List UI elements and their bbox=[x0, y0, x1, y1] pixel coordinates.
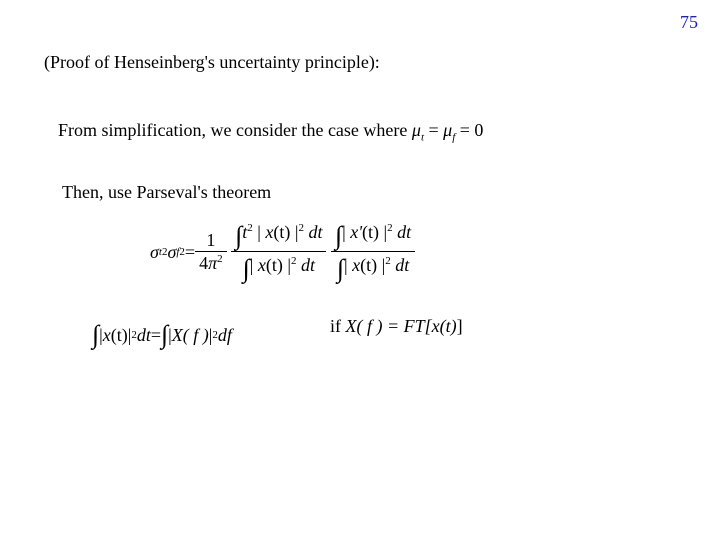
Xf-1: X bbox=[172, 325, 183, 346]
equation-sigma-product: σt2σf2 = 1 4π2 ∫t2 | x(t) |2 dt ∫| x(t) … bbox=[150, 220, 415, 284]
frac-a-den-4: 4 bbox=[199, 253, 208, 273]
frac-t2-integral: ∫t2 | x(t) |2 dt ∫| x(t) |2 dt bbox=[231, 220, 326, 284]
equation-parseval-condition: if X( f ) = FT[x(t)] bbox=[330, 316, 463, 337]
page-number: 75 bbox=[680, 12, 698, 33]
equation-parseval: ∫| x(t) |2 dt = ∫| X( f ) |2 df bbox=[92, 320, 232, 350]
xt-cond-paren: (t) bbox=[440, 316, 457, 336]
xt-3: (t) bbox=[362, 222, 379, 242]
x-2: x bbox=[258, 255, 266, 275]
sigma-f: σ bbox=[167, 242, 176, 263]
int-icon-6: ∫ bbox=[161, 320, 168, 350]
x-5: x bbox=[103, 325, 111, 346]
xprime: x' bbox=[350, 222, 362, 242]
frac-c-num: ∫| x'(t) |2 dt bbox=[331, 220, 415, 252]
frac-b-den: ∫| x(t) |2 dt bbox=[231, 252, 326, 284]
parseval-line: Then, use Parseval's theorem bbox=[62, 182, 271, 203]
eq-sep-1: = bbox=[424, 120, 443, 140]
abs-c-3: | bbox=[379, 222, 387, 242]
int-icon-5: ∫ bbox=[92, 320, 99, 350]
df-1: df bbox=[218, 325, 232, 346]
abs-c-2: | bbox=[283, 255, 291, 275]
simplification-pre: From simplification, we consider the cas… bbox=[58, 120, 412, 140]
abs-o-4: | bbox=[344, 255, 352, 275]
xt-5: (t) bbox=[111, 325, 128, 346]
dt-2: dt bbox=[296, 255, 315, 275]
frac-a-den: 4π2 bbox=[195, 252, 227, 275]
frac-a-den-pow: 2 bbox=[217, 253, 223, 265]
frac-one-over-4pi2: 1 4π2 bbox=[195, 230, 227, 275]
xt-cond: x bbox=[432, 316, 440, 336]
dt-3: dt bbox=[393, 222, 412, 242]
t-sq: 2 bbox=[247, 222, 253, 234]
dt-1: dt bbox=[304, 222, 323, 242]
frac-a-den-pi: π bbox=[208, 253, 217, 273]
proof-heading: (Proof of Henseinberg's uncertainty prin… bbox=[44, 52, 380, 73]
Xf-2: X bbox=[346, 316, 357, 336]
ft-close: ] bbox=[457, 316, 463, 336]
abs-o-3: | bbox=[342, 222, 350, 242]
int-icon-2: ∫ bbox=[243, 253, 250, 284]
x-4: x bbox=[352, 255, 360, 275]
paren-f-2: ( f ) bbox=[357, 316, 383, 336]
dt-4: dt bbox=[391, 255, 410, 275]
frac-a-num: 1 bbox=[195, 230, 227, 253]
eq1-equals: = bbox=[185, 242, 195, 263]
eq2-equals: = bbox=[151, 325, 161, 346]
mu-2: μ bbox=[443, 120, 452, 140]
xt-4: (t) bbox=[360, 255, 377, 275]
sigma-t: σ bbox=[150, 242, 159, 263]
frac-xprime-integral: ∫| x'(t) |2 dt ∫| x(t) |2 dt bbox=[331, 220, 415, 284]
proof-heading-text: (Proof of Henseinberg's uncertainty prin… bbox=[44, 52, 380, 72]
mu-1: μ bbox=[412, 120, 421, 140]
if-pre: if bbox=[330, 316, 346, 336]
paren-f-1: ( f ) bbox=[183, 325, 209, 346]
xt-2: (t) bbox=[266, 255, 283, 275]
simplification-line: From simplification, we consider the cas… bbox=[58, 120, 483, 144]
dt-5: dt bbox=[137, 325, 151, 346]
frac-b-num: ∫t2 | x(t) |2 dt bbox=[231, 220, 326, 252]
eq-zero: = 0 bbox=[455, 120, 483, 140]
frac-c-den: ∫| x(t) |2 dt bbox=[331, 252, 415, 284]
abs-o-2: | bbox=[250, 255, 258, 275]
parseval-text: Then, use Parseval's theorem bbox=[62, 182, 271, 202]
int-icon-4: ∫ bbox=[337, 253, 344, 284]
ft-label: = FT[ bbox=[383, 316, 432, 336]
xt-1: (t) bbox=[273, 222, 290, 242]
